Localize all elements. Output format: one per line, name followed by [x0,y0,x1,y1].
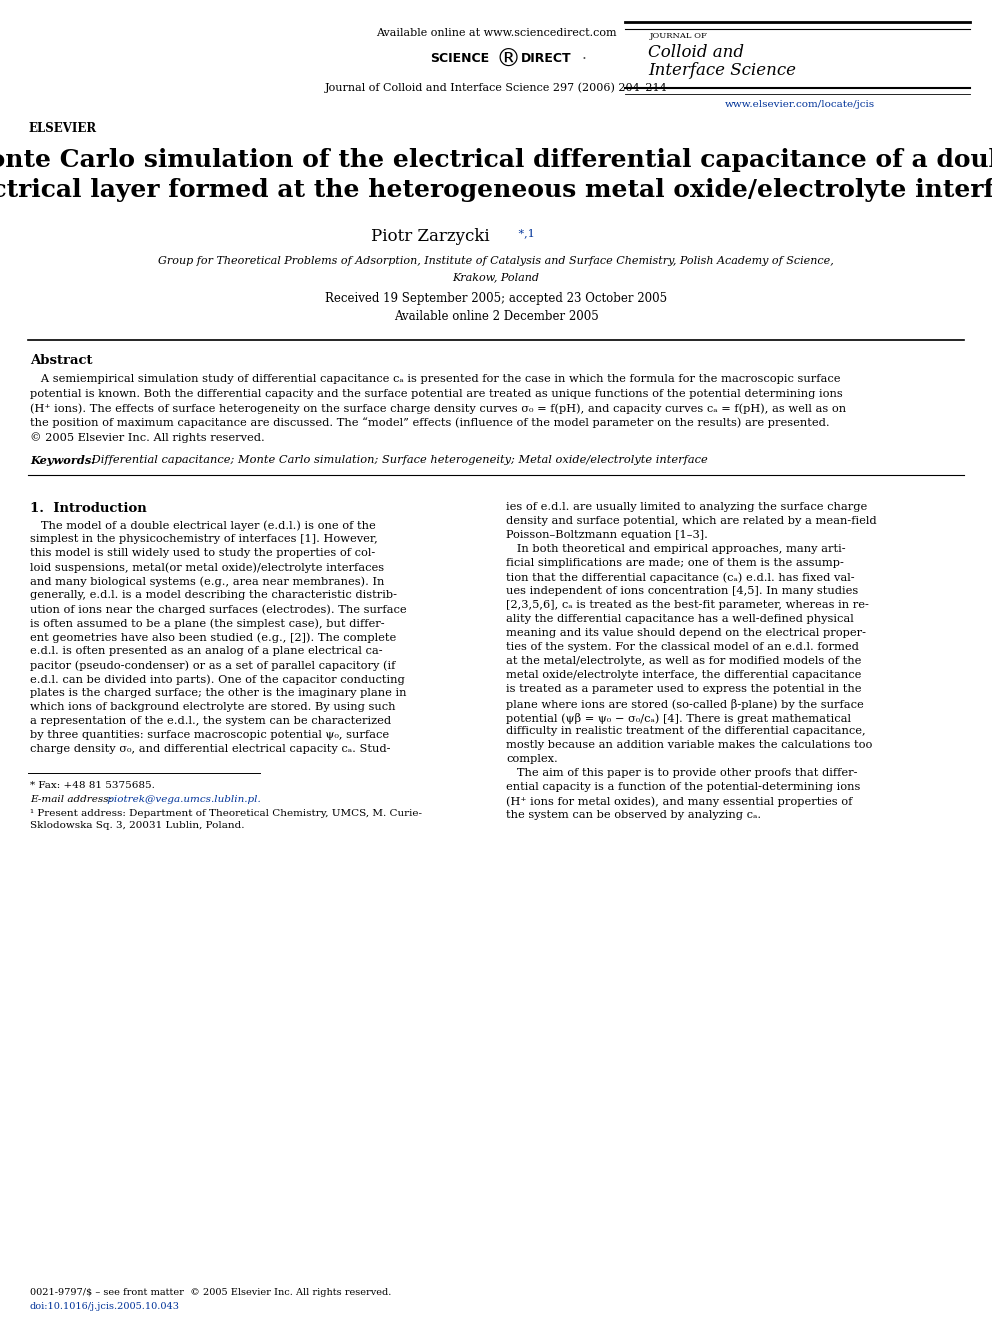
Text: mostly because an addition variable makes the calculations too: mostly because an addition variable make… [506,741,872,750]
Text: the system can be observed by analyzing cₐ.: the system can be observed by analyzing … [506,811,761,820]
Text: loid suspensions, metal(or metal oxide)/electrolyte interfaces: loid suspensions, metal(or metal oxide)/… [30,562,384,573]
Text: ential capacity is a function of the potential-determining ions: ential capacity is a function of the pot… [506,782,860,792]
Text: ues independent of ions concentration [4,5]. In many studies: ues independent of ions concentration [4… [506,586,858,597]
Text: Journal of Colloid and Interface Science 297 (2006) 204–214: Journal of Colloid and Interface Science… [324,82,668,93]
Text: The aim of this paper is to provide other proofs that differ-: The aim of this paper is to provide othe… [506,769,857,778]
Text: Monte Carlo simulation of the electrical differential capacitance of a double: Monte Carlo simulation of the electrical… [0,148,992,172]
Text: Sklodowska Sq. 3, 20031 Lublin, Poland.: Sklodowska Sq. 3, 20031 Lublin, Poland. [30,822,244,831]
Text: Krakow, Poland: Krakow, Poland [452,273,540,282]
Text: (H⁺ ions for metal oxides), and many essential properties of: (H⁺ ions for metal oxides), and many ess… [506,796,852,807]
Text: piotrek@vega.umcs.lublin.pl.: piotrek@vega.umcs.lublin.pl. [104,795,261,803]
Text: Available online 2 December 2005: Available online 2 December 2005 [394,310,598,323]
Text: In both theoretical and empirical approaches, many arti-: In both theoretical and empirical approa… [506,545,845,554]
Text: ¹ Present address: Department of Theoretical Chemistry, UMCS, M. Curie-: ¹ Present address: Department of Theoret… [30,808,422,818]
Text: ality the differential capacitance has a well-defined physical: ality the differential capacitance has a… [506,614,854,624]
Text: difficulty in realistic treatment of the differential capacitance,: difficulty in realistic treatment of the… [506,726,866,737]
Text: ®: ® [495,48,521,71]
Text: is often assumed to be a plane (the simplest case), but differ-: is often assumed to be a plane (the simp… [30,618,385,628]
Text: plates is the charged surface; the other is the imaginary plane in: plates is the charged surface; the other… [30,688,407,699]
Text: 0021-9797/$ – see front matter  © 2005 Elsevier Inc. All rights reserved.: 0021-9797/$ – see front matter © 2005 El… [30,1289,392,1297]
Text: plane where ions are stored (so-called β-plane) by the surface: plane where ions are stored (so-called β… [506,699,864,709]
Text: ties of the system. For the classical model of an e.d.l. formed: ties of the system. For the classical mo… [506,643,859,652]
Text: E-mail address:: E-mail address: [30,795,112,803]
Text: *,1: *,1 [515,228,535,238]
Text: ·: · [581,52,586,67]
Text: tion that the differential capacitance (cₐ) e.d.l. has fixed val-: tion that the differential capacitance (… [506,573,855,583]
Text: pacitor (pseudo-condenser) or as a set of parallel capacitory (if: pacitor (pseudo-condenser) or as a set o… [30,660,396,671]
Text: the position of maximum capacitance are discussed. The “model” effects (influenc: the position of maximum capacitance are … [30,418,829,429]
Text: metal oxide/electrolyte interface, the differential capacitance: metal oxide/electrolyte interface, the d… [506,671,861,680]
Text: 1.  Introduction: 1. Introduction [30,503,147,516]
Text: Abstract: Abstract [30,355,92,366]
Text: a representation of the e.d.l., the system can be characterized: a representation of the e.d.l., the syst… [30,717,391,726]
Text: [2,3,5,6], cₐ is treated as the best-fit parameter, whereas in re-: [2,3,5,6], cₐ is treated as the best-fit… [506,601,869,610]
Text: meaning and its value should depend on the electrical proper-: meaning and its value should depend on t… [506,628,866,639]
Text: e.d.l. can be divided into parts). One of the capacitor conducting: e.d.l. can be divided into parts). One o… [30,675,405,685]
Text: at the metal/electrolyte, as well as for modified models of the: at the metal/electrolyte, as well as for… [506,656,861,667]
Text: Differential capacitance; Monte Carlo simulation; Surface heterogeneity; Metal o: Differential capacitance; Monte Carlo si… [88,455,707,464]
Text: ELSEVIER: ELSEVIER [28,122,96,135]
Text: ution of ions near the charged surfaces (electrodes). The surface: ution of ions near the charged surfaces … [30,605,407,615]
Text: Colloid and: Colloid and [648,44,744,61]
Text: potential (ψβ = ψ₀ − σ₀/cₐ) [4]. There is great mathematical: potential (ψβ = ψ₀ − σ₀/cₐ) [4]. There i… [506,713,851,724]
Text: JOURNAL OF: JOURNAL OF [650,32,708,40]
Text: Piotr Zarzycki: Piotr Zarzycki [371,228,489,245]
Text: is treated as a parameter used to express the potential in the: is treated as a parameter used to expres… [506,684,861,695]
Text: simplest in the physicochemistry of interfaces [1]. However,: simplest in the physicochemistry of inte… [30,534,378,545]
Text: ies of e.d.l. are usually limited to analyzing the surface charge: ies of e.d.l. are usually limited to ana… [506,503,867,512]
Text: * Fax: +48 81 5375685.: * Fax: +48 81 5375685. [30,781,155,790]
Text: © 2005 Elsevier Inc. All rights reserved.: © 2005 Elsevier Inc. All rights reserved… [30,433,265,443]
Text: Received 19 September 2005; accepted 23 October 2005: Received 19 September 2005; accepted 23 … [325,292,667,306]
Text: electrical layer formed at the heterogeneous metal oxide/electrolyte interface: electrical layer formed at the heterogen… [0,179,992,202]
Text: Group for Theoretical Problems of Adsorption, Institute of Catalysis and Surface: Group for Theoretical Problems of Adsorp… [158,255,834,266]
Text: complex.: complex. [506,754,558,765]
Text: which ions of background electrolyte are stored. By using such: which ions of background electrolyte are… [30,703,396,713]
Text: charge density σ₀, and differential electrical capacity cₐ. Stud-: charge density σ₀, and differential elec… [30,745,391,754]
Text: DIRECT: DIRECT [521,52,571,65]
Text: Interface Science: Interface Science [648,62,796,79]
Text: doi:10.1016/j.jcis.2005.10.043: doi:10.1016/j.jcis.2005.10.043 [30,1302,180,1311]
Text: www.elsevier.com/locate/jcis: www.elsevier.com/locate/jcis [725,101,875,108]
Text: (H⁺ ions). The effects of surface heterogeneity on the surface charge density cu: (H⁺ ions). The effects of surface hetero… [30,404,846,414]
Text: Keywords:: Keywords: [30,455,95,466]
Text: by three quantities: surface macroscopic potential ψ₀, surface: by three quantities: surface macroscopic… [30,730,389,741]
Text: Available online at www.sciencedirect.com: Available online at www.sciencedirect.co… [376,28,616,38]
Text: e.d.l. is often presented as an analog of a plane electrical ca-: e.d.l. is often presented as an analog o… [30,647,383,656]
Text: SCIENCE: SCIENCE [430,52,489,65]
Text: Poisson–Boltzmann equation [1–3].: Poisson–Boltzmann equation [1–3]. [506,531,708,541]
Text: ficial simplifications are made; one of them is the assump-: ficial simplifications are made; one of … [506,558,844,569]
Text: this model is still widely used to study the properties of col-: this model is still widely used to study… [30,549,375,558]
Text: generally, e.d.l. is a model describing the characteristic distrib-: generally, e.d.l. is a model describing … [30,590,397,601]
Text: and many biological systems (e.g., area near membranes). In: and many biological systems (e.g., area … [30,577,384,587]
Text: potential is known. Both the differential capacity and the surface potential are: potential is known. Both the differentia… [30,389,843,398]
Text: ent geometries have also been studied (e.g., [2]). The complete: ent geometries have also been studied (e… [30,632,396,643]
Text: The model of a double electrical layer (e.d.l.) is one of the: The model of a double electrical layer (… [30,520,376,531]
Text: density and surface potential, which are related by a mean-field: density and surface potential, which are… [506,516,877,527]
Text: A semiempirical simulation study of differential capacitance cₐ is presented for: A semiempirical simulation study of diff… [30,374,840,384]
